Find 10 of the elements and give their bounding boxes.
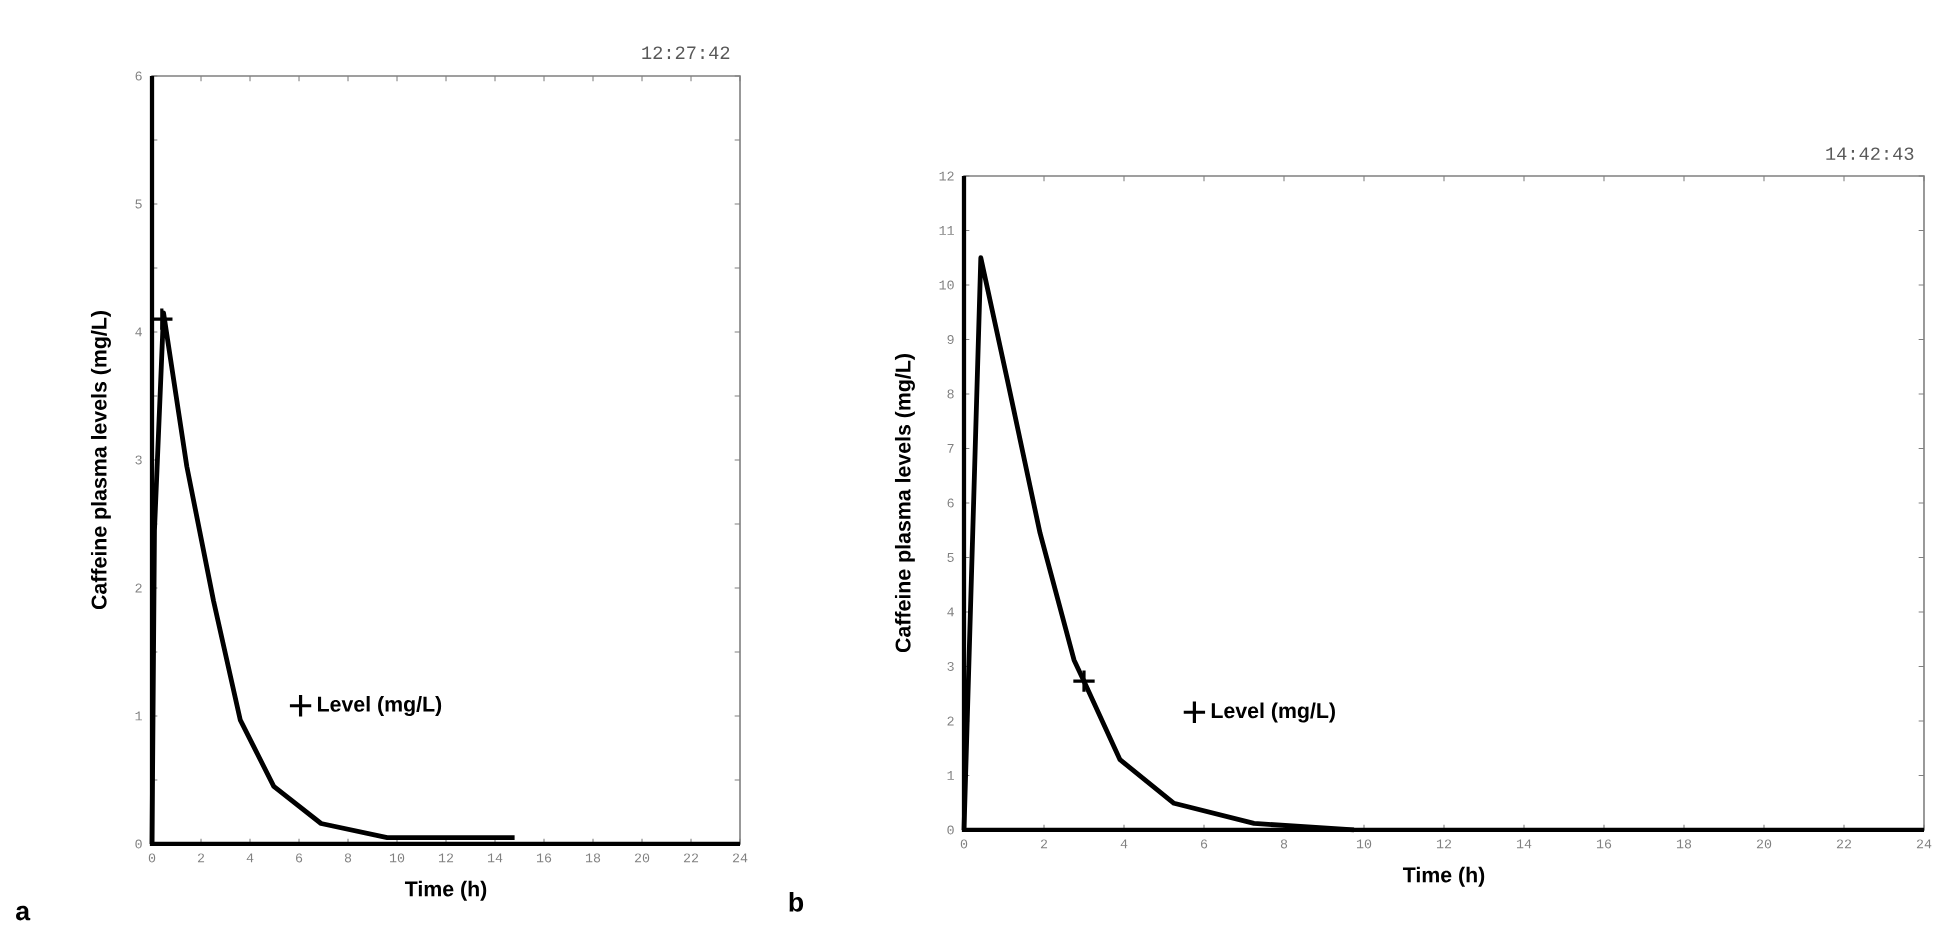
y-axis-title: Caffeine plasma levels (mg/L) [90,311,111,610]
y-axis-title: Caffeine plasma levels (mg/L) [894,354,915,653]
text: a [16,905,31,921]
x-axis-title: Time (h) [404,880,487,901]
legend-label: Level (mg/L) [1211,702,1335,723]
x-axis-title: Time (h) [1402,866,1485,887]
chart-subtitle: 14:42:43 [1826,147,1914,161]
legend-label: Level (mg/L) [318,696,442,716]
text: b [789,892,804,912]
chart-subtitle: 12:27:42 [642,46,730,59]
